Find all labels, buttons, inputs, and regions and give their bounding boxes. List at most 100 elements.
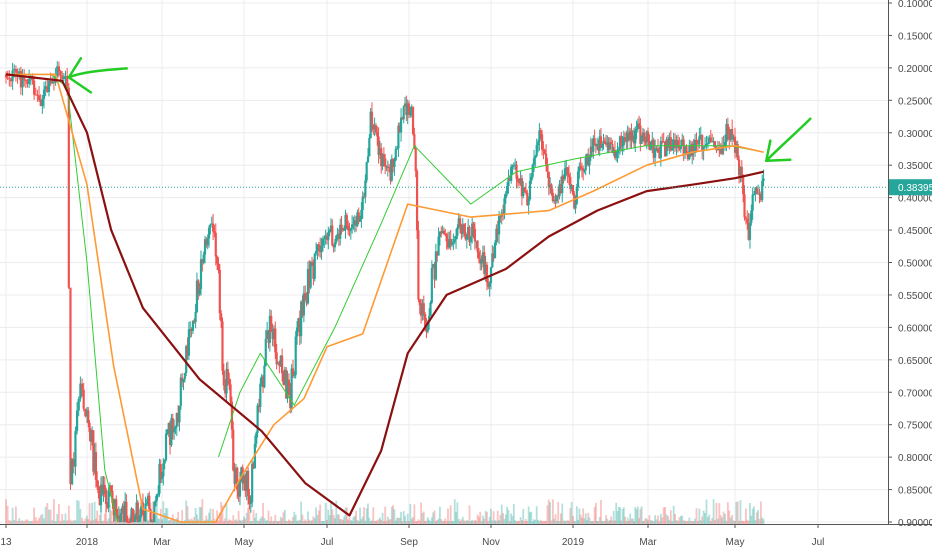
candle-body	[232, 429, 235, 471]
time-tick-label: Mar	[639, 537, 657, 548]
candle-body	[317, 244, 320, 247]
candle-body	[713, 141, 717, 148]
volume-bar	[239, 519, 241, 524]
candle-body	[201, 259, 204, 263]
volume-bar	[762, 519, 765, 524]
volume-bar	[190, 518, 193, 524]
volume-bar	[143, 520, 146, 524]
candle-body	[59, 71, 62, 76]
candle-body	[442, 230, 446, 234]
candle-body	[504, 193, 507, 199]
volume-bar	[708, 514, 711, 524]
candle-body	[743, 194, 746, 218]
candle-body	[172, 428, 176, 433]
volume-bar	[652, 520, 655, 524]
volume-bar	[305, 520, 308, 524]
candle-body	[656, 148, 660, 153]
candle-body	[289, 386, 292, 409]
volume-bar	[617, 506, 620, 524]
time-tick-label: 13	[0, 537, 12, 548]
candle-body	[631, 135, 634, 141]
candle-body	[607, 142, 610, 150]
price-tick-label: 0.20000	[898, 64, 932, 75]
candle-body	[90, 430, 94, 442]
candle-body	[106, 504, 109, 508]
volume-bar	[169, 519, 171, 524]
volume-bar	[691, 520, 694, 524]
candle-body	[627, 132, 631, 140]
volume-bar	[279, 516, 282, 524]
candle-body	[434, 251, 437, 280]
volume-bar	[200, 507, 202, 524]
candle-body	[358, 218, 362, 222]
candle-body	[226, 369, 229, 379]
volume-bar	[420, 502, 422, 524]
grid	[0, 0, 888, 524]
volume-bar	[226, 520, 229, 524]
volume-bar	[707, 517, 709, 524]
volume-bar	[578, 508, 581, 524]
volume-bar	[396, 517, 398, 524]
volume-bar	[645, 518, 648, 524]
candle-body	[519, 178, 522, 184]
volume-bar	[669, 510, 672, 524]
volume-bar	[457, 518, 460, 524]
volume-bar	[161, 519, 163, 524]
volume-bar	[96, 510, 99, 524]
candle-body	[248, 496, 251, 505]
volume-bar	[647, 520, 649, 524]
candle-body	[530, 176, 533, 182]
volume-bar	[15, 506, 17, 524]
volume-bar	[630, 518, 633, 524]
candle-body	[102, 484, 105, 495]
candle-body	[77, 398, 80, 411]
candle-body	[425, 326, 428, 332]
volume-bar	[101, 520, 104, 524]
volume-bar	[480, 520, 483, 524]
volume-bar	[308, 519, 311, 524]
volume-bar	[526, 521, 529, 524]
candle-body	[213, 231, 216, 233]
candle-body	[52, 81, 56, 83]
volume-bar	[679, 515, 682, 524]
volume-bar	[19, 520, 22, 524]
volume-bar	[288, 519, 290, 524]
time-axis[interactable]: 13 2018 Mar May Jul Sep Nov 2019 Mar May Jul	[0, 524, 824, 548]
volume-bar	[156, 506, 158, 524]
candle-body	[561, 175, 564, 194]
volume-bar	[542, 520, 545, 524]
candle-body	[589, 146, 592, 158]
price-axis[interactable]: 0.10000 0.15000 0.20000 0.25000 0.30000 0.350…	[888, 0, 932, 529]
candle-body	[414, 148, 417, 172]
current-price-badge	[889, 179, 932, 196]
volume-bar	[209, 508, 212, 524]
candle-body	[168, 422, 172, 446]
volume-bar	[561, 503, 564, 524]
candle-body	[491, 253, 494, 268]
candle-body	[397, 125, 400, 149]
volume-bar	[222, 520, 225, 524]
price-tick-label: 0.55000	[898, 291, 932, 302]
candle-body	[131, 508, 134, 520]
candle-body	[702, 146, 705, 151]
volume-bar	[490, 508, 492, 524]
volume-bar	[385, 520, 388, 524]
volume-bar	[574, 521, 577, 524]
candle-body	[360, 210, 363, 219]
candle-body	[263, 365, 266, 388]
volume-bar	[678, 517, 681, 524]
volume-bar	[709, 520, 712, 524]
candle-body	[436, 251, 439, 256]
candle-body	[179, 377, 182, 407]
price-tick-label: 0.35000	[898, 161, 932, 172]
volume-bar	[345, 507, 348, 524]
volume-bar	[430, 517, 433, 524]
volume-bar	[657, 515, 659, 524]
volume-bar	[244, 518, 247, 524]
volume-bar	[229, 519, 232, 524]
candle-body	[268, 315, 271, 343]
volume-bar	[594, 502, 597, 524]
volume-bar	[186, 506, 189, 524]
volume-bar	[380, 519, 383, 524]
